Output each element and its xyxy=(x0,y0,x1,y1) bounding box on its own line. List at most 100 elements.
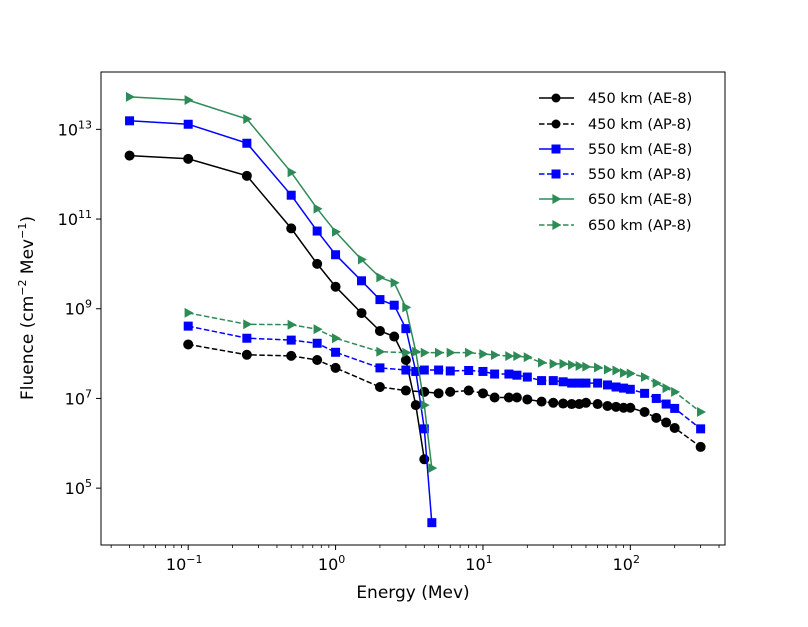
data-point xyxy=(375,295,385,305)
data-point xyxy=(536,396,547,407)
legend-label: 550 km (AE-8) xyxy=(588,142,692,158)
data-point xyxy=(312,338,322,348)
data-point xyxy=(390,277,400,288)
data-point xyxy=(241,170,252,181)
series-650-km-ap-8- xyxy=(184,307,707,417)
data-point xyxy=(420,400,430,411)
data-point xyxy=(125,116,135,126)
data-point xyxy=(652,378,662,389)
data-point xyxy=(670,403,680,413)
x-tick-label: 102 xyxy=(613,553,640,574)
data-point xyxy=(243,319,253,330)
data-point xyxy=(428,463,438,474)
y-tick-label: 105 xyxy=(65,477,92,498)
data-point xyxy=(552,220,562,230)
data-point xyxy=(651,412,662,423)
data-point xyxy=(410,400,421,411)
data-point xyxy=(463,385,474,396)
data-point xyxy=(602,380,612,390)
data-point xyxy=(625,384,635,394)
data-point xyxy=(661,399,671,409)
data-point xyxy=(551,169,561,179)
data-point xyxy=(574,378,584,388)
data-point xyxy=(402,302,412,313)
data-point xyxy=(400,354,411,365)
data-point xyxy=(513,351,523,362)
data-point xyxy=(331,250,341,260)
data-point xyxy=(641,372,651,383)
data-point xyxy=(639,406,650,417)
legend-label: 650 km (AP-8) xyxy=(588,218,692,234)
data-point xyxy=(183,321,193,331)
series-layer xyxy=(124,91,707,528)
legend-entry: 650 km (AE-8) xyxy=(539,192,692,208)
data-point xyxy=(537,357,547,368)
data-point xyxy=(357,254,367,265)
data-point xyxy=(522,394,533,405)
data-point xyxy=(592,399,603,410)
x-axis-label: Energy (Mev) xyxy=(356,583,469,603)
data-point xyxy=(446,347,456,358)
data-point xyxy=(356,308,367,319)
legend-entry: 450 km (AP-8) xyxy=(539,117,692,133)
data-point xyxy=(427,518,437,528)
data-point xyxy=(619,383,629,393)
data-point xyxy=(640,388,650,398)
series-550-km-ap-8- xyxy=(183,321,706,434)
data-point xyxy=(401,324,411,334)
data-point xyxy=(477,388,488,399)
data-point xyxy=(331,226,341,237)
data-point xyxy=(242,333,252,343)
series-550-km-ae-8- xyxy=(125,116,437,528)
data-point xyxy=(330,362,341,373)
x-tick-label: 100 xyxy=(318,553,345,574)
data-point xyxy=(357,276,367,286)
ticks-layer: 10−1 100 101 102 105 107 109 1011 1013 xyxy=(58,118,720,574)
data-point xyxy=(312,258,323,269)
data-point xyxy=(286,335,296,345)
series-line xyxy=(129,96,433,469)
data-point xyxy=(575,361,585,371)
data-point xyxy=(330,281,341,292)
legend-entry: 650 km (AP-8) xyxy=(539,218,692,234)
data-point xyxy=(611,401,622,412)
data-point xyxy=(400,385,411,396)
data-point xyxy=(401,365,411,375)
data-point xyxy=(445,366,455,376)
data-point xyxy=(124,150,135,161)
data-point xyxy=(523,352,533,363)
data-point xyxy=(412,346,422,357)
data-point xyxy=(612,365,622,376)
data-point xyxy=(548,397,559,408)
data-point xyxy=(445,386,456,397)
data-point xyxy=(662,383,672,394)
legend-marker xyxy=(551,169,561,179)
data-point xyxy=(434,347,444,358)
x-tick-label: 101 xyxy=(465,553,492,574)
data-point xyxy=(312,226,322,236)
data-point xyxy=(183,339,194,350)
legend-label: 550 km (AP-8) xyxy=(588,167,692,183)
data-point xyxy=(669,422,680,433)
data-point xyxy=(619,368,629,378)
data-point xyxy=(287,167,297,178)
data-point xyxy=(551,144,561,154)
data-point xyxy=(505,351,515,362)
data-point xyxy=(651,393,661,403)
data-point xyxy=(243,114,253,124)
data-point xyxy=(286,190,296,200)
data-point xyxy=(566,399,577,410)
data-point xyxy=(286,350,297,361)
data-point xyxy=(286,223,297,234)
data-point xyxy=(478,366,488,376)
legend-label: 650 km (AE-8) xyxy=(588,192,692,208)
data-point xyxy=(184,307,194,318)
data-point xyxy=(626,368,636,379)
data-point xyxy=(419,386,430,397)
legend-marker xyxy=(552,220,562,230)
data-point xyxy=(696,424,706,434)
data-point xyxy=(411,366,421,376)
data-point xyxy=(603,364,613,375)
data-point xyxy=(389,331,400,342)
